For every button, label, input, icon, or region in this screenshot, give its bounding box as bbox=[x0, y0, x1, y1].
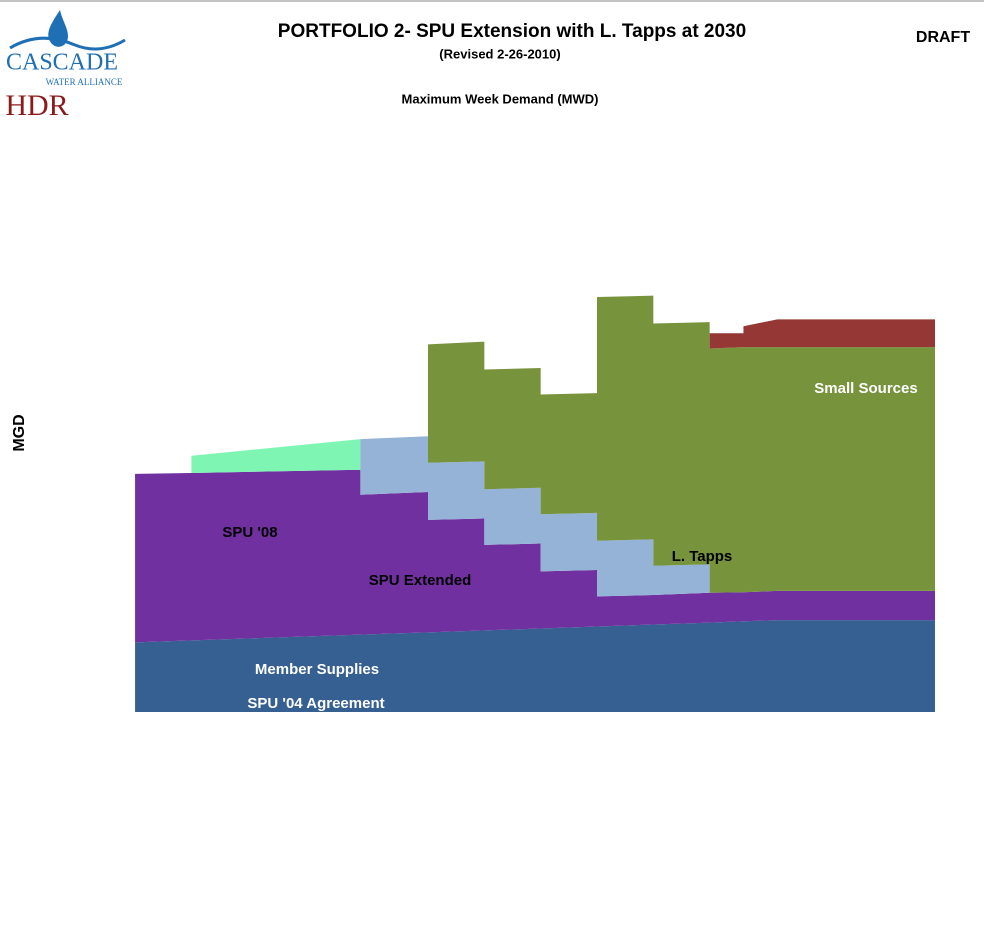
area bbox=[135, 295, 936, 593]
area-label: SPU '04 Agreement bbox=[247, 695, 384, 712]
logo: CASCADE WATER ALLIANCE HDR bbox=[5, 10, 126, 122]
area-label: SPU '08 bbox=[222, 524, 277, 541]
logo-tagline: WATER ALLIANCE bbox=[46, 77, 123, 87]
area bbox=[135, 469, 936, 643]
logo-wave bbox=[9, 36, 126, 51]
area-label: SPU Extended bbox=[369, 572, 472, 589]
area-label: L. Tapps bbox=[672, 548, 733, 565]
status: DRAFT bbox=[916, 29, 970, 46]
area bbox=[135, 436, 936, 597]
logo-firm: HDR bbox=[5, 89, 68, 122]
y-axis-label: MGD bbox=[11, 414, 28, 451]
area bbox=[135, 620, 936, 712]
title: PORTFOLIO 2- SPU Extension with L. Tapps… bbox=[278, 21, 746, 42]
chart-title: Maximum Week Demand (MWD) bbox=[402, 91, 599, 106]
area bbox=[135, 295, 936, 474]
area-label: Member Supplies bbox=[255, 661, 379, 678]
area-label: Small Sources bbox=[814, 380, 917, 397]
area bbox=[135, 439, 936, 597]
subtitle: (Revised 2-26-2010) bbox=[439, 46, 560, 61]
logo-name: CASCADE bbox=[6, 50, 118, 76]
